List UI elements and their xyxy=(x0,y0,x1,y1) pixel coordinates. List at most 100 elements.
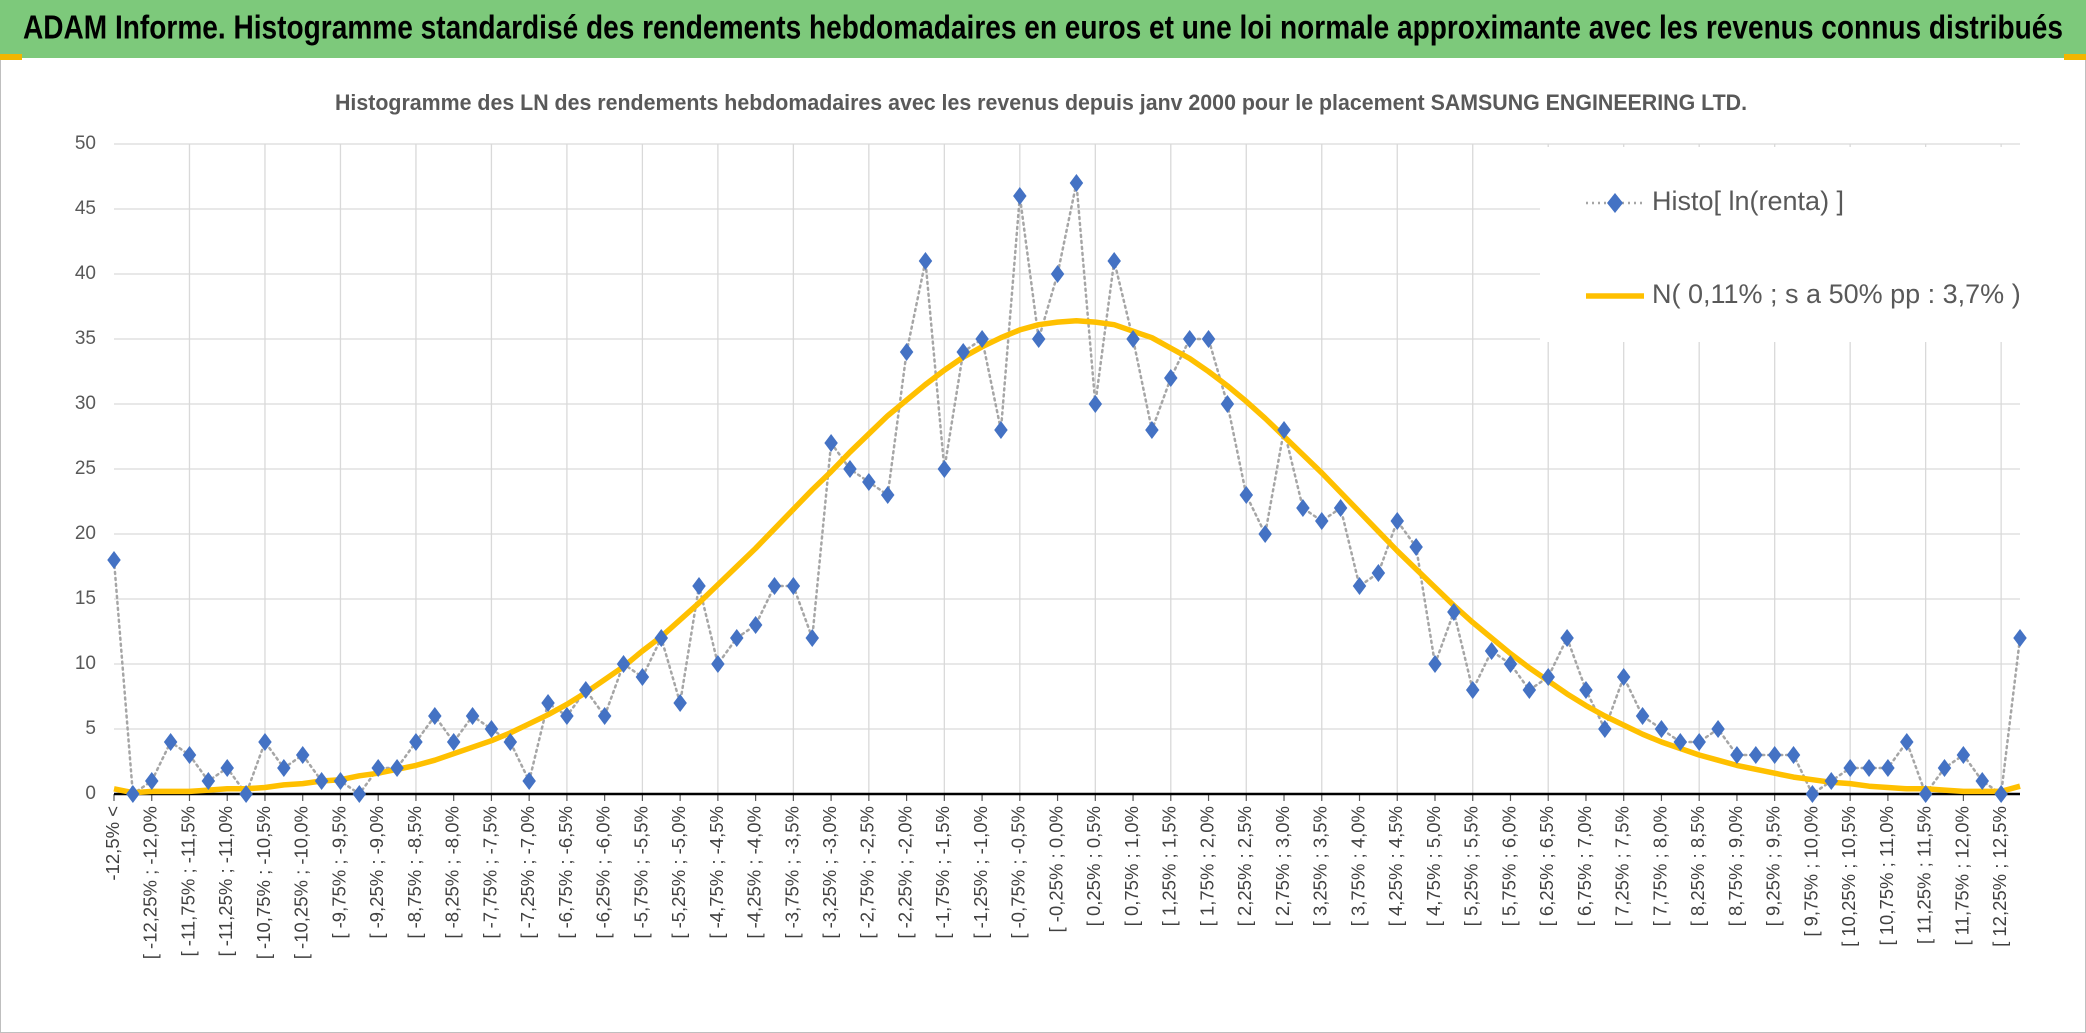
x-tick-label: [ 9,25% ; 9,5% xyxy=(1763,806,1784,926)
histo-marker xyxy=(1484,642,1499,660)
histo-marker xyxy=(862,473,876,491)
x-tick-label: [ 1,75% ; 2,0% xyxy=(1196,806,1217,926)
histo-marker xyxy=(220,759,234,777)
x-tick-label: [ 0,75% ; 1,0% xyxy=(1121,806,1142,926)
x-tick-label: [ -8,75% ; -8,5% xyxy=(404,806,425,939)
legend-marker xyxy=(1607,193,1623,213)
histo-marker xyxy=(1937,759,1952,777)
histo-marker xyxy=(1541,668,1555,686)
histo-marker xyxy=(1654,720,1669,738)
x-tick-label: [ 11,75% ; 12,0% xyxy=(1951,806,1972,946)
x-tick-label: [ 2,75% ; 3,0% xyxy=(1272,806,1293,926)
histo-marker xyxy=(1673,733,1688,751)
x-tick-label: [ 5,75% ; 6,0% xyxy=(1498,806,1519,926)
histo-marker xyxy=(730,629,744,647)
x-tick-label: [ 8,75% ; 9,0% xyxy=(1725,806,1746,926)
histo-marker xyxy=(484,720,499,738)
histo-marker xyxy=(503,733,518,751)
x-tick-label: [ -0,75% ; -0,5% xyxy=(1008,806,1029,939)
x-tick-label: [ -3,25% ; -3,0% xyxy=(819,806,840,939)
x-tick-label: [ 10,25% ; 10,5% xyxy=(1838,806,1859,947)
histo-marker xyxy=(1088,395,1103,413)
x-tick-label: [ 7,75% ; 8,0% xyxy=(1649,806,1670,926)
histo-marker xyxy=(465,707,480,725)
x-tick-label: [ 9,75% ; 10,0% xyxy=(1800,806,1821,937)
x-tick-label: [ 3,25% ; 3,5% xyxy=(1310,806,1331,926)
x-tick-label: [ 2,25% ; 2,5% xyxy=(1234,806,1255,926)
histo-marker xyxy=(333,772,348,790)
histo-marker xyxy=(767,577,782,595)
histo-marker xyxy=(1352,577,1367,595)
x-tick-label: [ -6,75% ; -6,5% xyxy=(555,806,576,939)
histo-marker xyxy=(975,330,989,348)
x-tick-label: [ 3,75% ; 4,0% xyxy=(1347,806,1368,926)
x-tick-label: [ -9,25% ; -9,0% xyxy=(366,806,387,939)
histo-marker xyxy=(1522,681,1537,699)
histo-marker xyxy=(1994,785,2008,803)
histo-marker xyxy=(1975,772,1990,790)
histo-marker xyxy=(163,733,178,751)
x-tick-label: [ 11,25% ; 11,5% xyxy=(1914,806,1935,944)
y-tick-label: 40 xyxy=(75,263,96,284)
normal-curve xyxy=(113,318,2021,796)
histo-marker xyxy=(390,759,404,777)
x-tick-label: [ -10,75% ; -10,5% xyxy=(253,806,274,959)
x-tick-label: [ -0,25% ; 0,0% xyxy=(1045,806,1066,932)
histo-marker xyxy=(956,343,970,361)
histo-marker xyxy=(409,733,423,751)
histo-marker xyxy=(1635,707,1650,725)
histo-marker xyxy=(107,551,121,569)
histo-marker xyxy=(1031,330,1046,348)
x-tick-label: [ 7,25% ; 7,5% xyxy=(1612,806,1633,926)
histo-marker xyxy=(1182,330,1197,348)
histo-marker xyxy=(1239,486,1254,504)
y-tick-label: 10 xyxy=(75,653,96,674)
histo-marker xyxy=(1050,265,1065,283)
y-tick-label: 25 xyxy=(75,458,96,479)
histo-marker xyxy=(1900,733,1914,751)
histo-marker xyxy=(1956,746,1971,764)
histo-marker xyxy=(1201,330,1216,348)
x-tick-label: [ -2,75% ; -2,5% xyxy=(857,806,878,939)
x-tick-label: [ 12,25% ; 12,5% xyxy=(1989,806,2010,947)
legend-label: Histo[ ln(renta) ] xyxy=(1652,186,1844,216)
histo-marker xyxy=(1598,720,1612,738)
y-tick-label: 30 xyxy=(75,393,96,414)
x-tick-label: [ -6,25% ; -6,0% xyxy=(593,806,614,939)
histo-marker xyxy=(748,616,763,634)
x-tick-label: [ -1,25% ; -1,0% xyxy=(970,806,991,939)
histo-marker xyxy=(1296,499,1310,517)
x-tick-label: [ 5,25% ; 5,5% xyxy=(1461,806,1482,926)
histo-marker xyxy=(1258,525,1272,543)
histo-marker xyxy=(1503,655,1518,673)
x-tick-label: [ -11,75% ; -11,5% xyxy=(177,806,198,956)
histo-marker xyxy=(277,759,291,777)
histo-marker xyxy=(295,746,310,764)
x-tick-label: [ -7,75% ; -7,5% xyxy=(479,806,500,939)
histo-marker xyxy=(1315,512,1329,530)
histo-marker xyxy=(654,629,669,647)
histo-marker xyxy=(1843,759,1857,777)
histo-marker xyxy=(711,655,725,673)
histo-marker xyxy=(1409,538,1423,556)
histo-marker xyxy=(201,772,216,790)
histo-marker xyxy=(1447,603,1461,621)
histo-marker xyxy=(597,707,612,725)
y-tick-label: 35 xyxy=(75,328,96,349)
chart-title: Histogramme des LN des rendements hebdom… xyxy=(335,90,1747,115)
histo-marker xyxy=(1126,330,1140,348)
histo-marker xyxy=(937,460,952,478)
histo-marker xyxy=(1918,785,1933,803)
histo-marker xyxy=(1862,759,1876,777)
histo-marker xyxy=(579,681,593,699)
histo-marker xyxy=(1390,512,1404,530)
y-tick-label: 20 xyxy=(75,523,96,544)
x-tick-label: [ 6,25% ; 6,5% xyxy=(1536,806,1557,926)
histo-marker xyxy=(1749,746,1763,764)
y-tick-label: 45 xyxy=(75,198,96,219)
histo-marker xyxy=(1220,395,1235,413)
corner-mark xyxy=(2064,54,2086,60)
histo-marker xyxy=(616,655,631,673)
histo-marker xyxy=(352,785,367,803)
x-tick-label: [ 8,25% ; 8,5% xyxy=(1687,806,1708,926)
